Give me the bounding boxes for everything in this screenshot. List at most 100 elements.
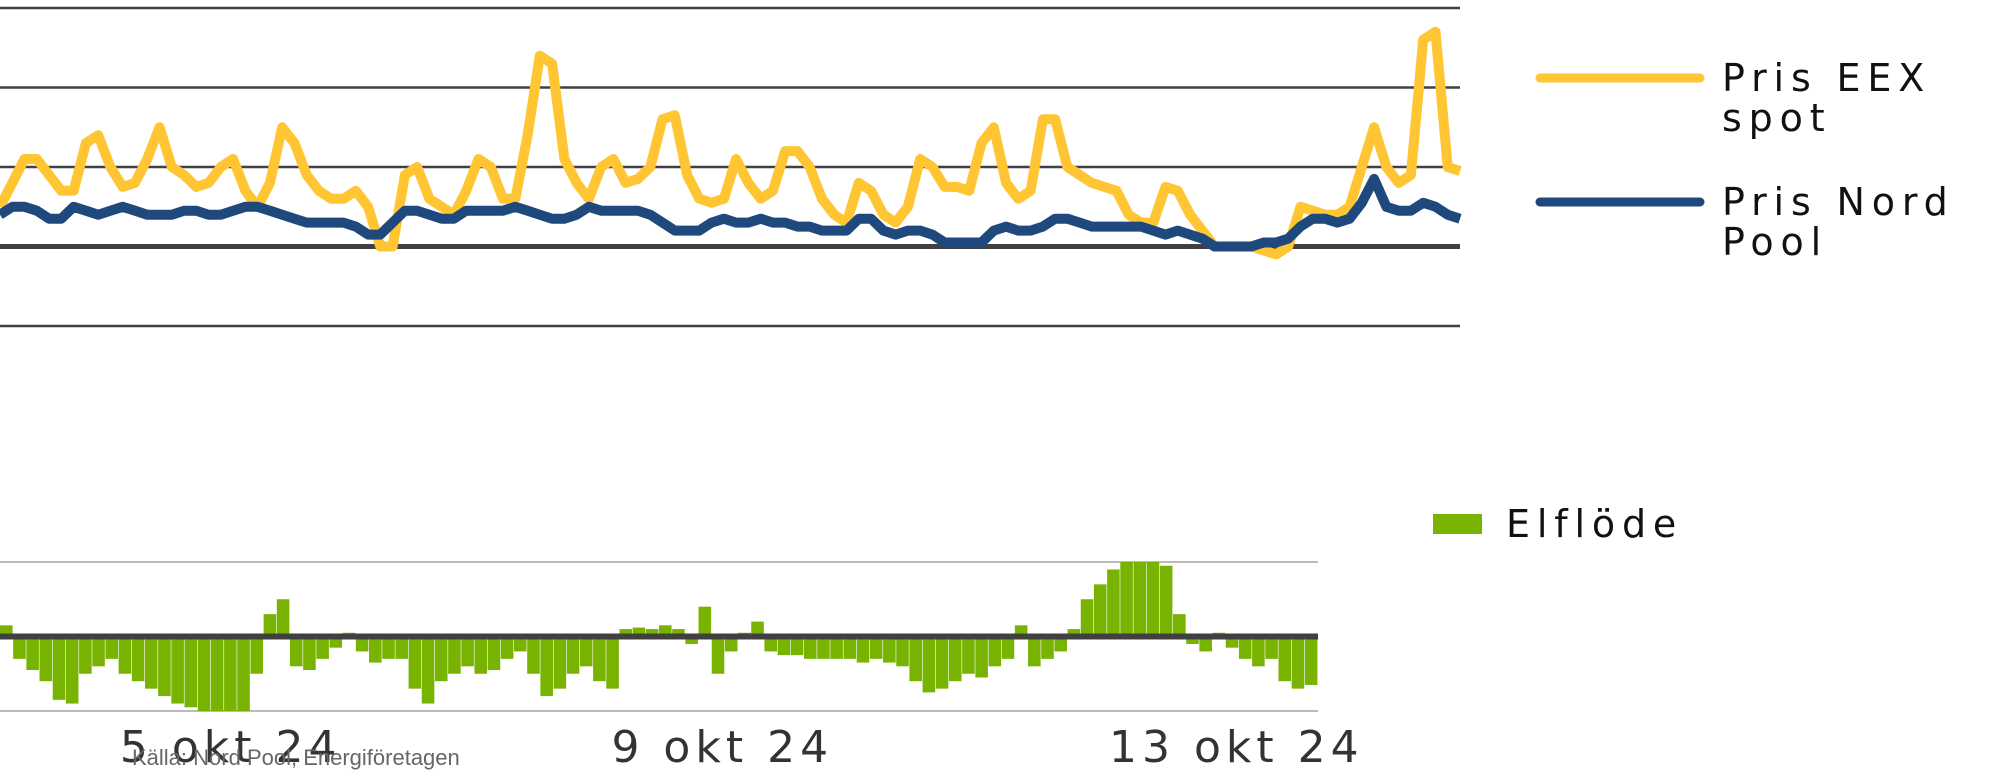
bar	[197, 636, 211, 711]
bar	[909, 636, 922, 682]
bar	[527, 636, 540, 674]
bar	[39, 636, 53, 682]
x-tick-label: 13 okt 24	[1109, 722, 1364, 773]
bar	[817, 636, 830, 659]
bar	[289, 636, 303, 667]
bar	[777, 636, 791, 656]
bar	[131, 636, 145, 682]
bar	[316, 636, 329, 659]
bar	[500, 636, 514, 659]
bar	[1291, 636, 1305, 689]
bar	[856, 636, 870, 663]
bar	[514, 636, 527, 652]
bar	[645, 629, 659, 637]
bar	[382, 636, 395, 659]
bar	[948, 636, 962, 682]
bar	[224, 636, 237, 711]
bar	[883, 636, 896, 663]
bar	[1080, 599, 1094, 637]
bar	[144, 636, 158, 689]
bar	[1120, 562, 1133, 637]
bar	[698, 606, 712, 637]
bar	[263, 614, 277, 637]
bar	[105, 636, 119, 659]
bar	[329, 636, 343, 648]
bar	[672, 629, 685, 637]
bar	[566, 636, 580, 674]
bar	[724, 636, 738, 652]
bar	[1265, 636, 1278, 659]
bar	[579, 636, 593, 667]
bar	[922, 636, 936, 693]
bar	[843, 636, 857, 659]
bar	[1146, 562, 1160, 637]
bar	[764, 636, 778, 652]
bar	[685, 636, 698, 644]
bar	[408, 636, 422, 689]
bar	[474, 636, 488, 674]
bar	[1199, 636, 1212, 652]
bar	[487, 636, 501, 671]
bar	[1173, 614, 1186, 637]
bar	[962, 636, 975, 674]
bar	[26, 636, 39, 671]
legend-label: Pris Nord Pool	[1722, 180, 1955, 264]
legend-label: Elflöde	[1506, 502, 1684, 546]
bar	[1186, 636, 1199, 644]
bar	[461, 636, 474, 667]
bar	[659, 625, 672, 637]
bar	[553, 636, 567, 689]
bar	[1014, 625, 1028, 637]
line-series	[0, 173, 1462, 252]
bar	[434, 636, 448, 682]
bar	[184, 636, 198, 708]
bar	[0, 625, 13, 637]
bar	[1238, 636, 1252, 659]
bar	[52, 636, 66, 700]
bar	[711, 636, 725, 674]
bar	[1093, 584, 1107, 637]
bar	[276, 599, 290, 637]
bar	[118, 636, 132, 674]
bar	[1133, 562, 1147, 637]
x-tick-label: 9 okt 24	[611, 722, 833, 773]
bar	[790, 636, 804, 656]
bar	[1278, 636, 1292, 682]
bar	[448, 636, 461, 674]
bar	[632, 627, 646, 637]
bar	[1159, 565, 1173, 637]
bar	[1107, 569, 1120, 637]
bar	[1041, 636, 1054, 659]
bar	[830, 636, 843, 659]
bar	[395, 636, 408, 659]
bar	[606, 636, 619, 689]
bar	[1304, 636, 1318, 685]
bar	[65, 636, 79, 704]
bar	[237, 636, 250, 711]
bar	[210, 636, 224, 711]
legend-swatch	[1433, 514, 1482, 534]
bar	[540, 636, 553, 697]
bar	[988, 636, 1002, 667]
bar	[935, 636, 949, 689]
bar	[13, 636, 26, 659]
bar	[1067, 629, 1081, 637]
source: Källa: Nord Pool, Energiföretagen	[132, 745, 460, 770]
bar	[158, 636, 171, 697]
bar	[92, 636, 105, 667]
bar	[593, 636, 606, 682]
bar	[369, 636, 382, 663]
bar	[1028, 636, 1041, 667]
x-tick-label: 5 okt 24	[120, 722, 342, 773]
bar	[751, 621, 764, 637]
bar	[1252, 636, 1265, 667]
bar	[975, 636, 988, 678]
bar	[1054, 636, 1067, 652]
bar	[1225, 636, 1239, 648]
bar	[869, 636, 883, 659]
bar	[355, 636, 369, 652]
bar	[619, 629, 633, 637]
bar	[79, 636, 92, 674]
